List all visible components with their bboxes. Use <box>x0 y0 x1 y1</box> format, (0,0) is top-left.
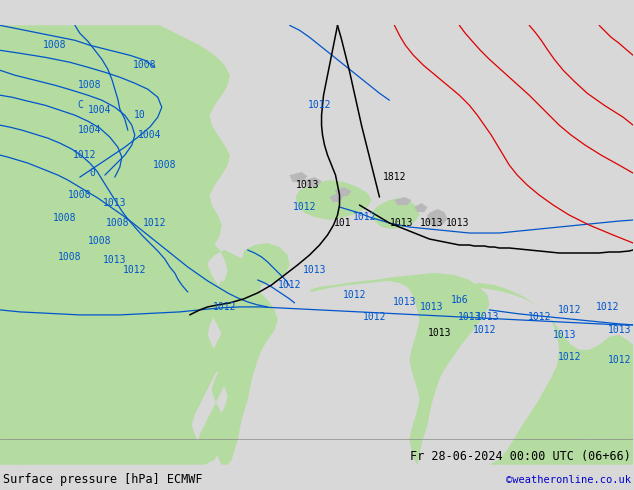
Text: 1012: 1012 <box>213 302 236 312</box>
Text: 1012: 1012 <box>557 305 581 315</box>
Text: 1812: 1812 <box>383 172 406 182</box>
Polygon shape <box>330 193 344 202</box>
Text: 1008: 1008 <box>78 80 101 90</box>
Polygon shape <box>427 209 448 227</box>
Text: 1013: 1013 <box>390 218 413 228</box>
Text: 1012: 1012 <box>73 150 96 160</box>
Text: 1004: 1004 <box>78 125 101 135</box>
Polygon shape <box>295 180 372 220</box>
Text: 1013: 1013 <box>420 302 443 312</box>
Polygon shape <box>60 25 230 465</box>
Text: 1013: 1013 <box>392 297 416 307</box>
Polygon shape <box>335 187 351 196</box>
Polygon shape <box>460 283 633 465</box>
Polygon shape <box>415 203 427 212</box>
Text: Surface pressure [hPa] ECMWF: Surface pressure [hPa] ECMWF <box>3 473 203 486</box>
Polygon shape <box>240 243 290 285</box>
Text: 0: 0 <box>89 168 95 178</box>
Text: 1013: 1013 <box>420 218 443 228</box>
Polygon shape <box>224 263 260 350</box>
Text: 1b6: 1b6 <box>451 295 468 305</box>
Polygon shape <box>198 245 262 465</box>
Text: 1008: 1008 <box>88 236 112 246</box>
Text: 101: 101 <box>333 218 351 228</box>
Polygon shape <box>0 25 130 465</box>
Polygon shape <box>429 211 443 220</box>
Text: 1008: 1008 <box>43 40 67 50</box>
Text: 1012: 1012 <box>307 100 332 110</box>
Polygon shape <box>372 198 420 229</box>
Text: 1012: 1012 <box>293 202 316 212</box>
Text: 1012: 1012 <box>143 218 167 228</box>
Text: 1013: 1013 <box>458 312 481 322</box>
Text: 1013: 1013 <box>427 328 451 338</box>
Text: Fr 28-06-2024 00:00 UTC (06+66): Fr 28-06-2024 00:00 UTC (06+66) <box>410 450 631 463</box>
Text: ©weatheronline.co.uk: ©weatheronline.co.uk <box>506 475 631 485</box>
Text: 1012: 1012 <box>278 280 301 290</box>
Text: 1012: 1012 <box>557 352 581 362</box>
Text: 1008: 1008 <box>58 252 82 262</box>
Text: 1013: 1013 <box>476 312 499 322</box>
Text: 1013: 1013 <box>607 325 631 335</box>
Polygon shape <box>212 280 278 465</box>
Polygon shape <box>304 177 321 187</box>
Text: 1012: 1012 <box>527 312 551 322</box>
Text: 1013: 1013 <box>446 218 469 228</box>
Text: 1008: 1008 <box>106 218 129 228</box>
Text: 1012: 1012 <box>595 302 619 312</box>
Text: 1004: 1004 <box>88 105 112 115</box>
Polygon shape <box>12 87 72 465</box>
Polygon shape <box>290 172 307 182</box>
Text: 1013: 1013 <box>103 255 127 265</box>
Text: 1012: 1012 <box>472 325 496 335</box>
Text: 1008: 1008 <box>133 60 157 70</box>
Text: 1008: 1008 <box>53 213 77 223</box>
Polygon shape <box>394 197 411 205</box>
Text: 1013: 1013 <box>296 180 320 190</box>
Text: 1012: 1012 <box>343 290 366 300</box>
Text: 1013: 1013 <box>303 265 327 275</box>
Text: 1012: 1012 <box>363 312 386 322</box>
Text: 1013: 1013 <box>103 198 127 208</box>
Text: 1004: 1004 <box>138 130 162 140</box>
Text: C: C <box>77 100 83 110</box>
Text: 1013: 1013 <box>552 330 576 340</box>
Text: 1008: 1008 <box>68 190 92 200</box>
Text: 1012: 1012 <box>123 265 146 275</box>
Text: 1012: 1012 <box>607 355 631 365</box>
Text: 1012: 1012 <box>353 212 376 222</box>
Polygon shape <box>309 273 633 465</box>
Text: 10: 10 <box>134 110 146 120</box>
Text: 1008: 1008 <box>153 160 176 170</box>
